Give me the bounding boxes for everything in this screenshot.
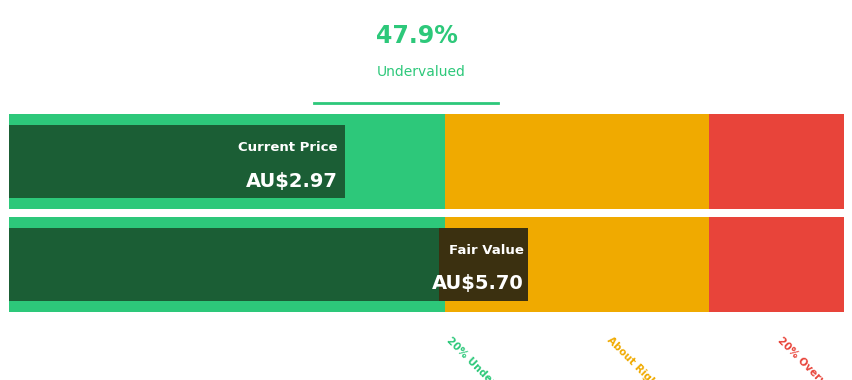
Text: Fair Value: Fair Value [448,244,523,257]
Bar [9,114,445,209]
Text: Undervalued: Undervalued [376,65,464,79]
Bar [445,217,527,312]
Bar [527,217,708,312]
Bar [9,125,344,198]
Text: 20% Overvalued: 20% Overvalued [774,335,849,380]
Bar [9,217,445,312]
Text: About Right: About Right [605,335,661,380]
Text: 20% Undervalued: 20% Undervalued [445,335,525,380]
Text: Current Price: Current Price [238,141,337,154]
Bar [445,114,527,209]
Bar [9,228,527,301]
Bar [708,217,843,312]
Text: AU$5.70: AU$5.70 [431,274,523,293]
Bar [439,228,527,301]
Text: 47.9%: 47.9% [376,24,458,48]
Text: AU$2.97: AU$2.97 [245,172,337,191]
Bar [527,114,708,209]
Bar [708,114,843,209]
